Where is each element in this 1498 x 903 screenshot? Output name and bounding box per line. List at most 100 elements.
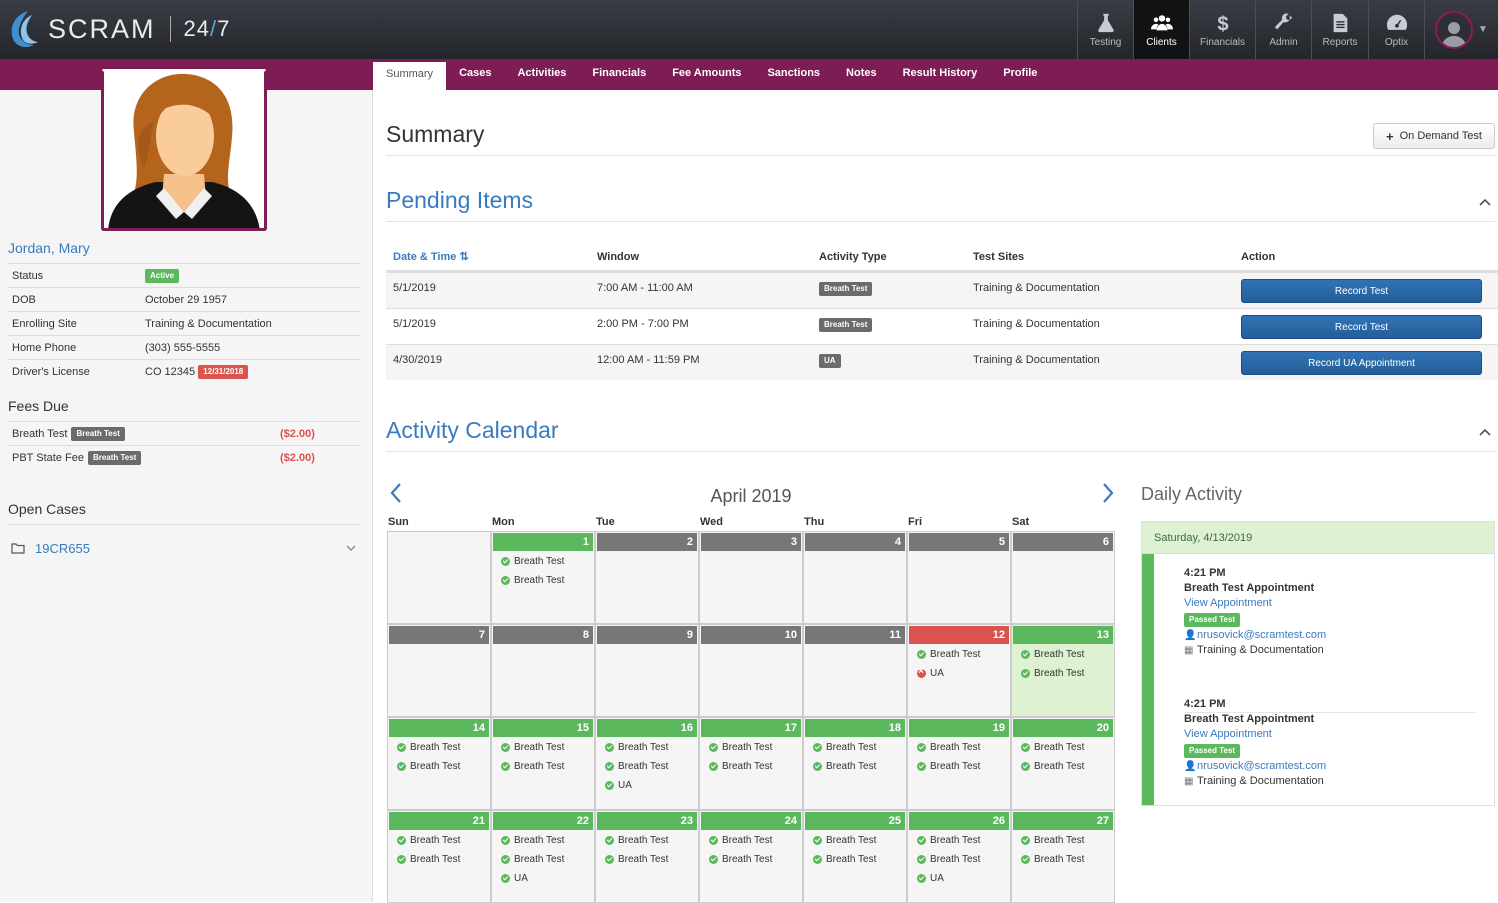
calendar-event[interactable]: Breath Test <box>804 831 906 850</box>
calendar-event[interactable]: Breath Test <box>908 738 1010 757</box>
tab-financials[interactable]: Financials <box>592 67 647 79</box>
calendar-event[interactable]: Breath Test <box>492 850 594 869</box>
calendar-event[interactable]: UA <box>596 776 698 795</box>
calendar-day[interactable]: 9 <box>595 624 699 717</box>
calendar-event[interactable]: Breath Test <box>908 831 1010 850</box>
calendar-event[interactable]: Breath Test <box>1012 850 1114 869</box>
calendar-day[interactable]: 7 <box>387 624 491 717</box>
calendar-event[interactable]: Breath Test <box>700 831 802 850</box>
tab-cases[interactable]: Cases <box>459 67 492 79</box>
view-appointment-link[interactable]: View Appointment <box>1184 597 1272 609</box>
calendar-day[interactable]: 5 <box>907 531 1011 624</box>
tab-profile[interactable]: Profile <box>1003 67 1038 79</box>
on-demand-test-button[interactable]: + On Demand Test <box>1373 123 1495 149</box>
nav-admin[interactable]: Admin <box>1255 0 1311 59</box>
calendar-event[interactable]: Breath Test <box>492 738 594 757</box>
chevron-up-icon[interactable] <box>1478 195 1492 209</box>
calendar-event[interactable]: Breath Test <box>908 757 1010 776</box>
column-date-time[interactable]: Date & Time ⇅ <box>393 251 469 263</box>
info-value: Active <box>145 268 180 283</box>
tab-fee-amounts[interactable]: Fee Amounts <box>672 67 742 79</box>
calendar-event[interactable]: Breath Test <box>388 831 490 850</box>
appointment-user[interactable]: 👤 nrusovick@scramtest.com <box>1184 760 1327 772</box>
calendar-event[interactable]: Breath Test <box>804 757 906 776</box>
calendar-day[interactable]: 18 Breath Test Breath Test <box>803 717 907 810</box>
chevron-right-icon[interactable] <box>1100 482 1116 504</box>
tab-result-history[interactable]: Result History <box>902 67 978 79</box>
calendar-event[interactable]: Breath Test <box>492 831 594 850</box>
calendar-event[interactable]: Breath Test <box>492 552 594 571</box>
nav-optix[interactable]: Optix <box>1368 0 1424 59</box>
calendar-event[interactable]: UA <box>908 869 1010 888</box>
calendar-event[interactable]: Breath Test <box>908 850 1010 869</box>
calendar-day[interactable]: 15 Breath Test Breath Test <box>491 717 595 810</box>
calendar-day[interactable]: 24 Breath Test Breath Test <box>699 810 803 903</box>
calendar-event[interactable]: Breath Test <box>596 757 698 776</box>
calendar-day[interactable]: 2 <box>595 531 699 624</box>
case-item[interactable]: 19CR655 <box>8 525 360 571</box>
calendar-event[interactable]: UA <box>492 869 594 888</box>
calendar-event[interactable]: Breath Test <box>388 850 490 869</box>
calendar-event[interactable]: Breath Test <box>700 850 802 869</box>
event-label: Breath Test <box>722 742 773 753</box>
calendar-day[interactable]: 11 <box>803 624 907 717</box>
calendar-event[interactable]: Breath Test <box>388 738 490 757</box>
calendar-day[interactable]: 16 Breath Test Breath Test UA <box>595 717 699 810</box>
chevron-up-icon[interactable] <box>1478 425 1492 439</box>
calendar-day[interactable]: 23 Breath Test Breath Test <box>595 810 699 903</box>
calendar-day[interactable]: 3 <box>699 531 803 624</box>
record-ua-appointment-button[interactable]: Record UA Appointment <box>1241 351 1482 375</box>
calendar-event[interactable]: Breath Test <box>596 850 698 869</box>
chevron-down-icon[interactable] <box>346 544 356 552</box>
calendar-event[interactable]: Breath Test <box>492 571 594 590</box>
calendar-day[interactable]: 6 <box>1011 531 1115 624</box>
calendar-event[interactable]: Breath Test <box>596 831 698 850</box>
calendar-day[interactable]: 13 Breath Test Breath Test <box>1011 624 1115 717</box>
calendar-event[interactable]: Breath Test <box>908 645 1010 664</box>
calendar-event[interactable]: Breath Test <box>1012 664 1114 683</box>
calendar-event[interactable]: Breath Test <box>388 757 490 776</box>
calendar-event[interactable]: Breath Test <box>1012 757 1114 776</box>
calendar-event[interactable]: Breath Test <box>700 757 802 776</box>
client-name[interactable]: Jordan, Mary <box>8 240 90 256</box>
day-number: 2 <box>597 533 697 551</box>
calendar-day[interactable]: 1 Breath Test Breath Test <box>491 531 595 624</box>
nav-clients[interactable]: Clients <box>1133 0 1189 59</box>
record-test-button[interactable]: Record Test <box>1241 279 1482 303</box>
calendar-day[interactable]: 8 <box>491 624 595 717</box>
calendar-day[interactable]: 22 Breath Test Breath Test UA <box>491 810 595 903</box>
scram-logo[interactable]: SCRAM 24/7 <box>8 8 230 50</box>
appointment-user[interactable]: 👤 nrusovick@scramtest.com <box>1184 629 1327 641</box>
user-menu-button[interactable]: ▼ <box>1424 0 1498 59</box>
calendar-day[interactable]: 25 Breath Test Breath Test <box>803 810 907 903</box>
calendar-day[interactable]: 21 Breath Test Breath Test <box>387 810 491 903</box>
calendar-day[interactable]: 20 Breath Test Breath Test <box>1011 717 1115 810</box>
calendar-event[interactable]: Breath Test <box>1012 831 1114 850</box>
chevron-left-icon[interactable] <box>388 482 404 504</box>
calendar-event[interactable]: Breath Test <box>804 850 906 869</box>
calendar-day[interactable]: 17 Breath Test Breath Test <box>699 717 803 810</box>
tab-sanctions[interactable]: Sanctions <box>767 67 821 79</box>
calendar-day[interactable]: 10 <box>699 624 803 717</box>
nav-reports[interactable]: Reports <box>1311 0 1368 59</box>
calendar-event[interactable]: UA <box>908 664 1010 683</box>
calendar-event[interactable]: Breath Test <box>700 738 802 757</box>
tab-summary[interactable]: Summary <box>373 59 447 90</box>
calendar-event[interactable]: Breath Test <box>804 738 906 757</box>
calendar-day[interactable]: 4 <box>803 531 907 624</box>
tab-activities[interactable]: Activities <box>517 67 567 79</box>
calendar-day[interactable]: 26 Breath Test Breath Test UA <box>907 810 1011 903</box>
calendar-day[interactable]: 12 Breath Test UA <box>907 624 1011 717</box>
calendar-event[interactable]: Breath Test <box>1012 738 1114 757</box>
calendar-event[interactable]: Breath Test <box>596 738 698 757</box>
calendar-event[interactable]: Breath Test <box>492 757 594 776</box>
record-test-button[interactable]: Record Test <box>1241 315 1482 339</box>
nav-financials[interactable]: $ Financials <box>1189 0 1255 59</box>
calendar-day[interactable]: 27 Breath Test Breath Test <box>1011 810 1115 903</box>
calendar-event[interactable]: Breath Test <box>1012 645 1114 664</box>
view-appointment-link[interactable]: View Appointment <box>1184 728 1272 740</box>
tab-notes[interactable]: Notes <box>846 67 877 79</box>
calendar-day[interactable]: 19 Breath Test Breath Test <box>907 717 1011 810</box>
calendar-day[interactable]: 14 Breath Test Breath Test <box>387 717 491 810</box>
nav-testing[interactable]: Testing <box>1077 0 1133 59</box>
